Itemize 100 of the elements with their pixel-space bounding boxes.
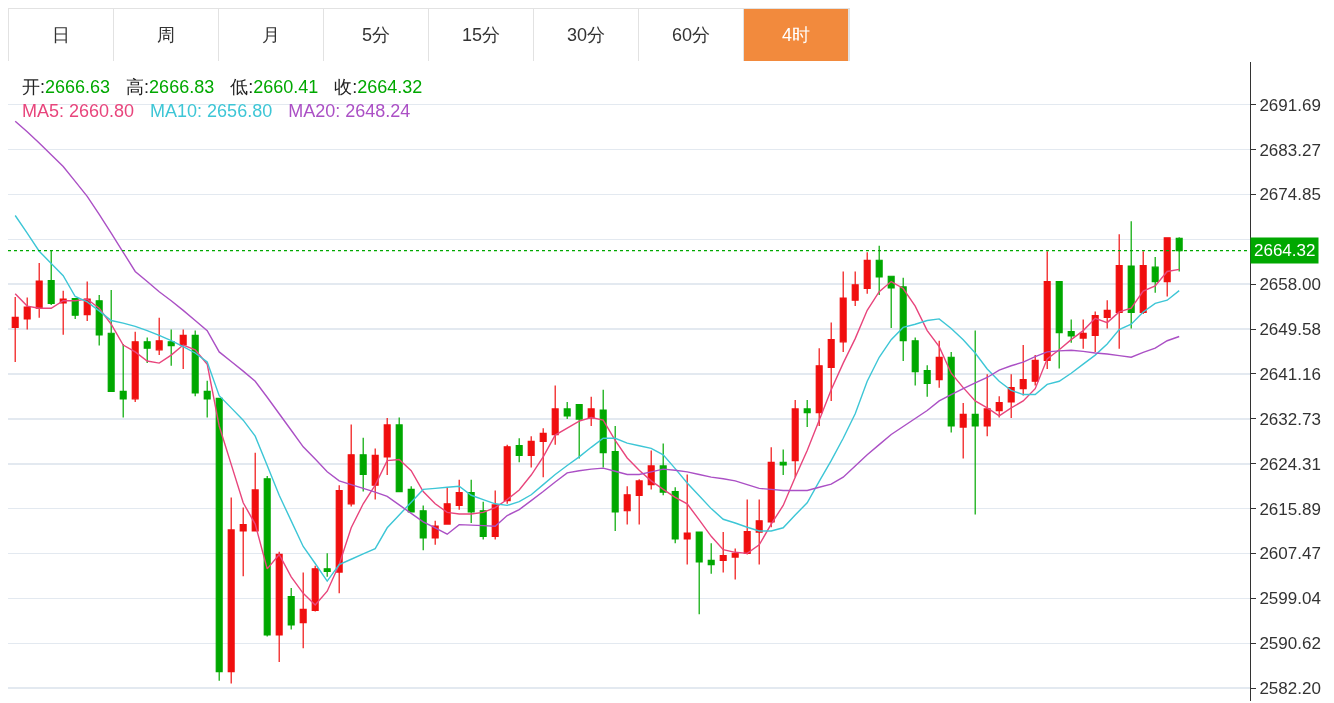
annotation: MA5: 2660.80 <box>22 101 135 121</box>
candlestick <box>719 531 727 574</box>
candlestick <box>959 402 967 460</box>
candlestick <box>935 340 943 389</box>
candlestick <box>251 452 259 532</box>
candlestick <box>1007 373 1015 419</box>
candlestick <box>899 277 907 362</box>
candlestick <box>455 479 463 511</box>
candlestick <box>767 446 775 528</box>
text: 5分 <box>324 9 429 61</box>
candlestick <box>695 531 703 615</box>
annotation: 开:2666.63 <box>22 77 111 97</box>
candlestick <box>383 417 391 476</box>
annotation: MA20: 2648.24 <box>288 101 411 121</box>
candlestick <box>887 275 895 329</box>
candlestick <box>1079 318 1087 350</box>
candlestick <box>539 427 547 478</box>
candlestick <box>1163 237 1171 298</box>
y-tick-label: 2615.89 <box>1259 499 1321 519</box>
y-tick-label: 2632.73 <box>1259 409 1321 429</box>
text: 60分 <box>639 9 744 61</box>
candlestick <box>107 289 115 392</box>
ref-line-label: 2664.32 <box>1254 241 1316 260</box>
candlestick <box>623 485 631 526</box>
candlestick <box>275 551 283 663</box>
text: 4时 <box>744 9 849 61</box>
candlestick <box>671 486 679 544</box>
candlestick <box>35 262 43 319</box>
candlestick <box>923 364 931 398</box>
candlestick <box>167 328 175 367</box>
candlestick <box>155 317 163 356</box>
candlestick <box>143 336 151 364</box>
y-tick-label: 2683.27 <box>1259 140 1321 160</box>
candlestick <box>743 498 751 556</box>
candlestick <box>359 437 367 493</box>
candlestick <box>515 437 523 463</box>
y-tick-label: 2649.58 <box>1259 320 1321 340</box>
candlestick <box>1151 256 1159 294</box>
candlestick <box>347 423 355 508</box>
candlestick <box>683 473 691 566</box>
candlestick <box>587 396 595 427</box>
y-tick-label: 2582.20 <box>1259 679 1321 699</box>
candlestick <box>947 351 955 433</box>
y-tick-label: 2590.62 <box>1259 634 1321 654</box>
candlestick <box>1043 250 1051 370</box>
candlestick <box>287 587 295 631</box>
candlestick <box>707 542 715 575</box>
candlestick <box>827 322 835 402</box>
candlestick <box>443 487 451 526</box>
line-series <box>14 120 1180 535</box>
candlestick <box>731 547 739 581</box>
annotation: 收:2664.32 <box>334 77 423 97</box>
candlestick <box>755 498 763 566</box>
candlestick <box>599 389 607 469</box>
candlestick <box>1115 233 1123 350</box>
candlestick <box>803 399 811 428</box>
candlestick <box>779 448 787 476</box>
candlestick <box>851 270 859 307</box>
candlestick <box>659 442 667 496</box>
y-tick-label: 2674.85 <box>1259 185 1321 205</box>
candlestick <box>563 401 571 420</box>
candlestick <box>503 444 511 505</box>
candlestick <box>839 270 847 353</box>
candlestick <box>179 328 187 370</box>
candlestick <box>1055 280 1063 370</box>
candlestick <box>395 416 403 493</box>
candlestick <box>11 296 19 363</box>
candlestick <box>911 336 919 387</box>
candlestick <box>311 565 319 613</box>
candlestick <box>635 478 643 526</box>
candlestick <box>1067 318 1075 344</box>
text: 30分 <box>534 9 639 61</box>
candlestick <box>815 347 823 427</box>
candlestick <box>59 290 67 336</box>
candlestick <box>467 479 475 524</box>
candlestick <box>323 552 331 578</box>
candlestick <box>23 296 31 331</box>
candlestick <box>299 571 307 649</box>
candlestick <box>1019 344 1027 397</box>
annotation: 低:2660.41 <box>230 77 319 97</box>
text: 15分 <box>429 9 534 61</box>
y-tick-label: 2641.16 <box>1259 364 1321 384</box>
text: 日 <box>9 9 114 61</box>
candlestick <box>263 475 271 638</box>
candlestick <box>1139 250 1147 315</box>
candlestick <box>335 484 343 594</box>
y-tick-label: 2599.04 <box>1259 589 1321 609</box>
candlestick <box>215 397 223 682</box>
y-tick-label: 2624.31 <box>1259 454 1321 474</box>
candlestick <box>527 435 535 469</box>
text: 周 <box>114 9 219 61</box>
candlestick <box>1091 310 1099 353</box>
candlestick <box>983 373 991 437</box>
candlestick <box>191 330 199 397</box>
candlestick <box>995 395 1003 419</box>
candlestick <box>239 506 247 577</box>
y-tick-label: 2658.00 <box>1259 275 1321 295</box>
text: 月 <box>219 9 324 61</box>
candlestick <box>1031 354 1039 387</box>
line-series <box>14 214 1180 582</box>
